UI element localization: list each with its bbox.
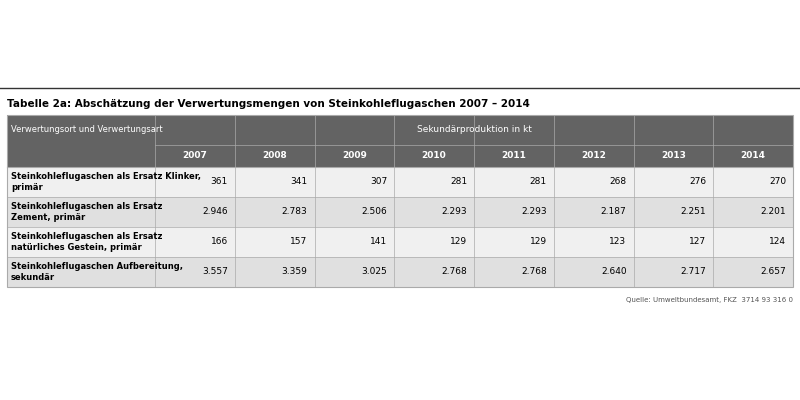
Text: 129: 129: [530, 238, 546, 246]
Bar: [554, 145, 634, 167]
Bar: [474, 227, 554, 257]
Bar: [155, 167, 234, 197]
Text: Quelle: Umweltbundesamt, FKZ  3714 93 316 0: Quelle: Umweltbundesamt, FKZ 3714 93 316…: [626, 297, 793, 303]
Text: 2.768: 2.768: [442, 268, 467, 276]
Bar: [7, 115, 155, 145]
Bar: [155, 227, 234, 257]
Bar: [155, 115, 793, 145]
Text: 2.506: 2.506: [362, 208, 387, 216]
Bar: [554, 257, 634, 287]
Bar: [394, 145, 474, 167]
Text: Steinkohleflugaschen als Ersatz
natürliches Gestein, primär: Steinkohleflugaschen als Ersatz natürlic…: [11, 232, 162, 252]
Text: 2014: 2014: [741, 152, 766, 160]
Text: 276: 276: [689, 178, 706, 186]
Bar: [314, 145, 394, 167]
Bar: [714, 257, 793, 287]
Text: 268: 268: [610, 178, 626, 186]
Bar: [474, 145, 554, 167]
Text: 141: 141: [370, 238, 387, 246]
Text: 124: 124: [769, 238, 786, 246]
Bar: [7, 115, 793, 287]
Bar: [155, 257, 234, 287]
Text: Sekundärproduktion in kt: Sekundärproduktion in kt: [417, 126, 531, 134]
Text: 2010: 2010: [422, 152, 446, 160]
Bar: [7, 145, 155, 167]
Text: Steinkohleflugaschen als Ersatz Klinker,
primär: Steinkohleflugaschen als Ersatz Klinker,…: [11, 172, 201, 192]
Bar: [634, 197, 714, 227]
Text: 341: 341: [290, 178, 307, 186]
Bar: [554, 167, 634, 197]
Bar: [7, 197, 155, 227]
Bar: [474, 167, 554, 197]
Text: 281: 281: [530, 178, 546, 186]
Text: 2008: 2008: [262, 152, 287, 160]
Text: 2.657: 2.657: [760, 268, 786, 276]
Text: 2.251: 2.251: [681, 208, 706, 216]
Bar: [314, 227, 394, 257]
Text: 2.768: 2.768: [521, 268, 546, 276]
Bar: [714, 197, 793, 227]
Text: 2007: 2007: [182, 152, 207, 160]
Text: 2.187: 2.187: [601, 208, 626, 216]
Bar: [554, 197, 634, 227]
Text: 2013: 2013: [661, 152, 686, 160]
Text: 127: 127: [689, 238, 706, 246]
Bar: [155, 197, 234, 227]
Text: Steinkohleflugaschen Aufbereitung,
sekundär: Steinkohleflugaschen Aufbereitung, sekun…: [11, 262, 183, 282]
Bar: [634, 167, 714, 197]
Bar: [394, 227, 474, 257]
Text: 2.717: 2.717: [681, 268, 706, 276]
Text: 3.557: 3.557: [202, 268, 228, 276]
Bar: [634, 257, 714, 287]
Bar: [314, 167, 394, 197]
Text: 2.783: 2.783: [282, 208, 307, 216]
Text: 2.201: 2.201: [760, 208, 786, 216]
Bar: [234, 167, 314, 197]
Bar: [474, 257, 554, 287]
Text: 123: 123: [610, 238, 626, 246]
Text: 2.293: 2.293: [442, 208, 467, 216]
Bar: [714, 145, 793, 167]
Text: 2009: 2009: [342, 152, 367, 160]
Text: 2.640: 2.640: [601, 268, 626, 276]
Bar: [634, 145, 714, 167]
Text: 166: 166: [210, 238, 228, 246]
Bar: [7, 167, 155, 197]
Bar: [234, 227, 314, 257]
Text: 157: 157: [290, 238, 307, 246]
Text: 2012: 2012: [581, 152, 606, 160]
Bar: [634, 227, 714, 257]
Bar: [7, 257, 155, 287]
Bar: [314, 257, 394, 287]
Text: 3.025: 3.025: [362, 268, 387, 276]
Text: 281: 281: [450, 178, 467, 186]
Text: 2.946: 2.946: [202, 208, 228, 216]
Text: 361: 361: [210, 178, 228, 186]
Bar: [554, 227, 634, 257]
Bar: [234, 197, 314, 227]
Bar: [394, 197, 474, 227]
Text: Steinkohleflugaschen als Ersatz
Zement, primär: Steinkohleflugaschen als Ersatz Zement, …: [11, 202, 162, 222]
Bar: [7, 227, 155, 257]
Text: 129: 129: [450, 238, 467, 246]
Text: 3.359: 3.359: [282, 268, 307, 276]
Text: 307: 307: [370, 178, 387, 186]
Bar: [394, 257, 474, 287]
Text: 2.293: 2.293: [521, 208, 546, 216]
Bar: [474, 197, 554, 227]
Bar: [234, 257, 314, 287]
Bar: [714, 227, 793, 257]
Text: Tabelle 2a: Abschätzung der Verwertungsmengen von Steinkohleflugaschen 2007 – 20: Tabelle 2a: Abschätzung der Verwertungsm…: [7, 99, 530, 109]
Bar: [714, 167, 793, 197]
Bar: [155, 145, 234, 167]
Bar: [314, 197, 394, 227]
Text: 270: 270: [769, 178, 786, 186]
Bar: [234, 145, 314, 167]
Bar: [394, 167, 474, 197]
Text: 2011: 2011: [502, 152, 526, 160]
Text: Verwertungsort und Verwertungsart: Verwertungsort und Verwertungsart: [11, 126, 162, 134]
